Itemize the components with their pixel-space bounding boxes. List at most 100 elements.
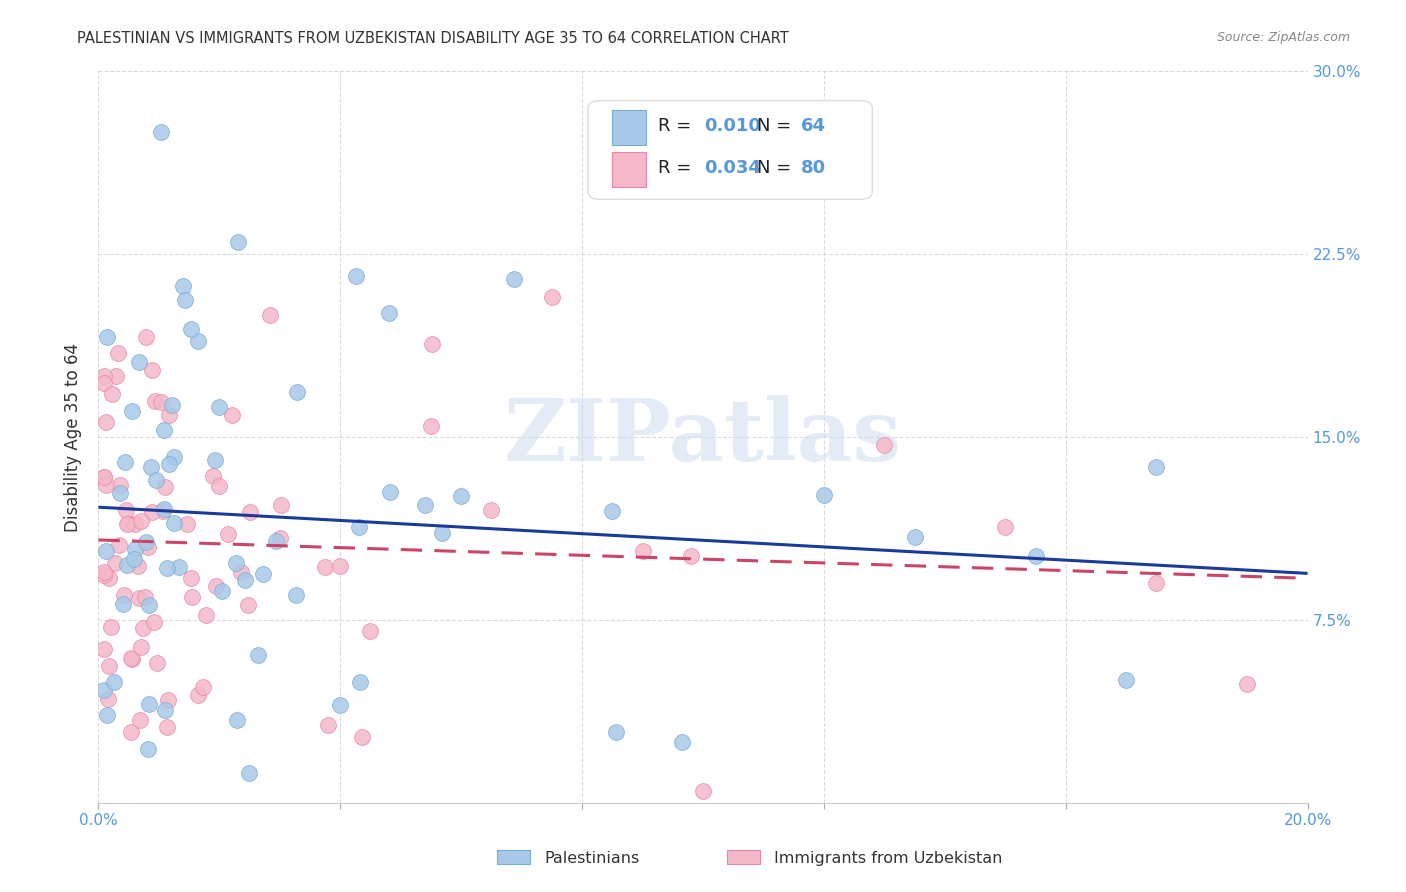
Point bbox=[145, 474, 167, 488]
Point bbox=[205, 579, 228, 593]
Point bbox=[157, 408, 180, 422]
Point bbox=[150, 125, 173, 139]
Point bbox=[270, 498, 292, 512]
Point bbox=[114, 454, 136, 468]
Point bbox=[115, 503, 138, 517]
Point bbox=[153, 501, 176, 516]
Point bbox=[94, 478, 117, 492]
Point bbox=[152, 504, 174, 518]
Point bbox=[127, 559, 149, 574]
Point bbox=[129, 514, 152, 528]
Point bbox=[105, 369, 128, 384]
Point bbox=[153, 423, 176, 437]
Point bbox=[108, 486, 131, 500]
Point bbox=[239, 505, 262, 519]
Point bbox=[211, 584, 233, 599]
Text: PALESTINIAN VS IMMIGRANTS FROM UZBEKISTAN DISABILITY AGE 35 TO 64 CORRELATION CH: PALESTINIAN VS IMMIGRANTS FROM UZBEKISTA… bbox=[77, 31, 789, 46]
Point bbox=[246, 648, 269, 662]
Point bbox=[156, 720, 179, 734]
Point bbox=[163, 516, 186, 530]
Point bbox=[813, 488, 835, 502]
Point bbox=[143, 615, 166, 629]
Point bbox=[344, 268, 367, 283]
Point bbox=[97, 659, 120, 673]
Point bbox=[252, 566, 274, 581]
Point bbox=[202, 469, 225, 483]
Point bbox=[153, 480, 176, 494]
Point bbox=[93, 369, 115, 384]
Point bbox=[540, 290, 562, 304]
Point bbox=[94, 544, 117, 558]
Point bbox=[671, 735, 693, 749]
Point bbox=[450, 489, 472, 503]
Point bbox=[138, 598, 160, 612]
Text: R =: R = bbox=[658, 117, 697, 135]
Point bbox=[128, 713, 150, 727]
Text: N =: N = bbox=[758, 159, 797, 177]
Point bbox=[124, 517, 146, 532]
Point bbox=[93, 470, 115, 484]
Point bbox=[502, 271, 524, 285]
Point bbox=[145, 657, 167, 671]
Point bbox=[236, 598, 259, 612]
Point bbox=[128, 591, 150, 606]
Text: Immigrants from Uzbekistan: Immigrants from Uzbekistan bbox=[775, 851, 1002, 866]
Point bbox=[180, 571, 202, 585]
Point bbox=[94, 416, 117, 430]
Point bbox=[167, 560, 190, 574]
Point bbox=[136, 742, 159, 756]
Text: 0.034: 0.034 bbox=[704, 159, 761, 177]
Point bbox=[101, 386, 124, 401]
Point bbox=[155, 703, 177, 717]
Point bbox=[413, 499, 436, 513]
Point bbox=[264, 534, 287, 549]
Point bbox=[329, 559, 352, 574]
Point bbox=[314, 560, 336, 574]
Point bbox=[150, 394, 173, 409]
Point bbox=[93, 642, 115, 657]
Point bbox=[124, 542, 146, 557]
Point bbox=[174, 293, 197, 307]
Point bbox=[187, 688, 209, 702]
Text: Palestinians: Palestinians bbox=[544, 851, 640, 866]
Point bbox=[107, 345, 129, 359]
Point bbox=[349, 520, 371, 534]
Point bbox=[1236, 677, 1258, 691]
FancyBboxPatch shape bbox=[588, 101, 872, 200]
Text: Source: ZipAtlas.com: Source: ZipAtlas.com bbox=[1216, 31, 1350, 45]
Point bbox=[994, 520, 1017, 534]
Text: ZIPatlas: ZIPatlas bbox=[503, 395, 903, 479]
Point bbox=[117, 516, 139, 530]
Point bbox=[100, 620, 122, 634]
Point bbox=[432, 525, 454, 540]
Point bbox=[225, 556, 247, 570]
Point bbox=[180, 590, 202, 604]
Point bbox=[136, 540, 159, 554]
Point bbox=[172, 279, 194, 293]
Point bbox=[132, 621, 155, 635]
Point bbox=[135, 330, 157, 344]
Point bbox=[93, 376, 115, 390]
Point bbox=[692, 783, 714, 797]
Point bbox=[204, 453, 226, 467]
Point bbox=[349, 674, 371, 689]
Point bbox=[103, 674, 125, 689]
Point bbox=[226, 235, 249, 249]
Point bbox=[93, 566, 115, 580]
Point bbox=[157, 457, 180, 471]
Text: N =: N = bbox=[758, 117, 797, 135]
Point bbox=[180, 321, 202, 335]
Point bbox=[108, 478, 131, 492]
Y-axis label: Disability Age 35 to 64: Disability Age 35 to 64 bbox=[65, 343, 83, 532]
Point bbox=[128, 355, 150, 369]
Point bbox=[156, 561, 179, 575]
Point bbox=[104, 557, 127, 571]
Point bbox=[873, 438, 896, 452]
Point bbox=[1024, 549, 1046, 564]
Bar bbox=[613, 152, 647, 186]
Point bbox=[134, 590, 156, 604]
Point bbox=[163, 450, 186, 464]
Point bbox=[904, 530, 927, 544]
Point bbox=[225, 713, 247, 727]
Point bbox=[93, 682, 115, 697]
